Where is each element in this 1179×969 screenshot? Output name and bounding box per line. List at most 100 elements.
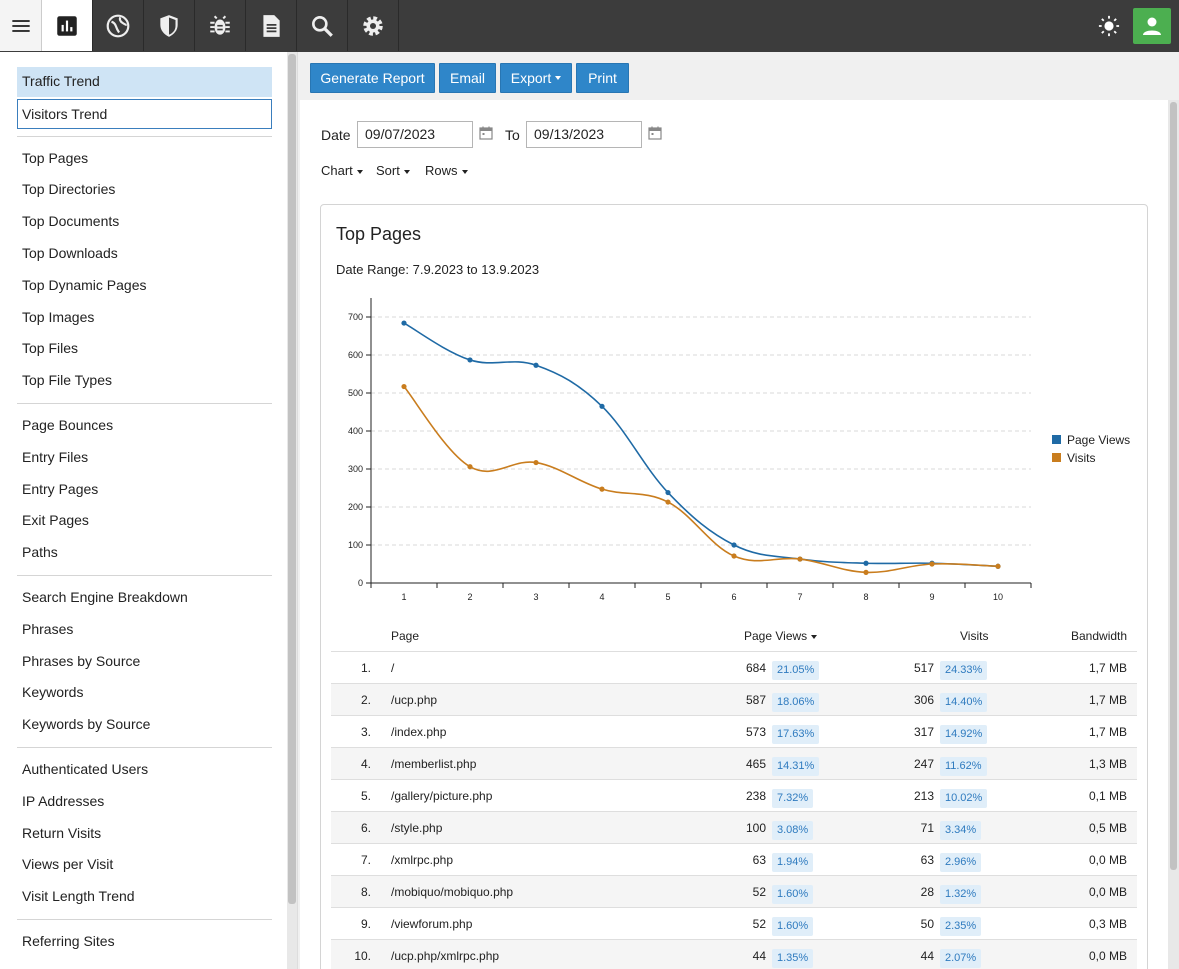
sidebar-item[interactable]: Views per Visit [22, 856, 114, 872]
column-header-visits[interactable]: Visits [960, 629, 989, 643]
calendar-icon[interactable] [648, 126, 662, 140]
sidebar-item[interactable]: Paths [22, 544, 58, 560]
x-tick-label: 3 [533, 592, 538, 602]
main-scrollbar-thumb[interactable] [1170, 102, 1177, 870]
sidebar-item[interactable]: Entry Files [22, 449, 89, 465]
table-row[interactable]: 5. /gallery/picture.php 238 7.32% 213 10.02% 0… [331, 779, 1137, 811]
generate-report-button[interactable]: Generate Report [310, 63, 435, 93]
sidebar-item[interactable]: Keywords by Source [22, 716, 151, 732]
user-icon[interactable] [1133, 8, 1171, 44]
toolbar: Generate Report Email Export Print [298, 52, 1179, 100]
chart-icon[interactable] [42, 0, 93, 51]
data-point [665, 489, 671, 496]
sidebar-item[interactable]: IP Addresses [22, 793, 105, 809]
chart-dropdown[interactable]: Chart [321, 163, 363, 178]
row-visits-percent: 24.33% [940, 661, 988, 680]
table-row[interactable]: 8. /mobiquo/mobiquo.php 52 1.60% 28 1.32% 0,0 … [331, 875, 1137, 907]
table-row[interactable]: 7. /xmlrpc.php 63 1.94% 63 2.96% 0,0 MB [331, 843, 1137, 875]
shield-icon[interactable] [144, 0, 195, 51]
sidebar-item[interactable]: Search Engine Breakdown [22, 589, 188, 605]
row-visits: 71 [920, 821, 934, 835]
line-chart: 0 100 200 300 400 500 600 700 1 2 3 4 5 6 7 8 9 10 Page Vi… [348, 298, 1130, 602]
table-row[interactable]: 3. /index.php 573 17.63% 317 14.92% 1,7 MB [331, 715, 1137, 747]
row-page-views-percent: 1.60% [772, 917, 814, 936]
row-number: 5. [360, 789, 371, 803]
export-button-label: Export [510, 70, 552, 86]
row-page-views-percent: 7.32% [772, 789, 814, 808]
row-bandwidth: 1,7 MB [1088, 693, 1127, 707]
sidebar-divider [17, 136, 272, 137]
row-visits: 28 [920, 885, 934, 899]
row-bandwidth: 1,7 MB [1088, 661, 1127, 675]
to-label: To [505, 127, 520, 143]
row-number: 8. [360, 885, 371, 899]
sidebar-item[interactable]: Top Images [22, 309, 95, 325]
row-page-views: 52 [752, 917, 766, 931]
row-page-views: 573 [745, 725, 766, 739]
sidebar-item[interactable]: Top Directories [22, 181, 116, 197]
sidebar-item[interactable]: Keywords [22, 684, 84, 700]
gear-icon[interactable] [348, 0, 399, 51]
menu-icon[interactable] [0, 0, 42, 51]
sidebar-item[interactable]: Page Bounces [22, 417, 114, 433]
table-row[interactable]: 9. /viewforum.php 52 1.60% 50 2.35% 0,3 MB [331, 907, 1137, 939]
sidebar-item[interactable]: Top Dynamic Pages [22, 277, 147, 293]
sidebar-item[interactable]: Top File Types [22, 372, 113, 388]
globe-icon[interactable] [93, 0, 144, 51]
document-icon[interactable] [246, 0, 297, 51]
sidebar-item[interactable]: Return Visits [22, 825, 102, 841]
x-tick-label: 8 [863, 592, 868, 602]
column-header-page[interactable]: Page [391, 629, 420, 643]
row-bandwidth: 1,3 MB [1088, 757, 1127, 771]
sort-dropdown[interactable]: Sort [376, 163, 410, 178]
row-visits-percent: 2.35% [940, 917, 982, 936]
data-point [863, 560, 869, 566]
table-row[interactable]: 10. /ucp.php/xmlrpc.php 44 1.35% 44 2.07% 0,0 … [331, 939, 1137, 969]
row-page-views-percent: 14.31% [772, 757, 820, 776]
column-header-page-views[interactable]: Page Views [744, 629, 818, 643]
data-point [467, 464, 473, 470]
data-point [401, 383, 407, 390]
sidebar-item[interactable]: Top Pages [22, 150, 89, 166]
sidebar-item[interactable]: Top Downloads [22, 245, 118, 261]
table-row[interactable]: 6. /style.php 100 3.08% 71 3.34% 0,5 MB [331, 811, 1137, 843]
date-to-input[interactable]: 09/13/2023 [526, 121, 642, 148]
table-row[interactable]: 2. /ucp.php 587 18.06% 306 14.40% 1,7 MB [331, 683, 1137, 715]
print-button[interactable]: Print [576, 63, 629, 93]
row-page-views-percent: 21.05% [772, 661, 820, 680]
search-icon[interactable] [297, 0, 348, 51]
bug-icon[interactable] [195, 0, 246, 51]
data-point [863, 569, 869, 575]
email-button[interactable]: Email [439, 63, 496, 93]
sidebar-item-visitors-trend[interactable]: Visitors Trend [17, 99, 272, 129]
date-from-input[interactable]: 09/07/2023 [357, 121, 473, 148]
row-page: / [391, 661, 395, 675]
sun-icon[interactable] [1087, 0, 1131, 52]
y-tick-label: 300 [348, 464, 363, 474]
sidebar-item[interactable]: Phrases [22, 621, 74, 637]
table-row[interactable]: 4. /memberlist.php 465 14.31% 247 11.62% 1,3 M… [331, 747, 1137, 779]
export-button[interactable]: Export [500, 63, 572, 93]
sidebar-scrollbar-thumb[interactable] [288, 54, 296, 904]
column-header-bandwidth[interactable]: Bandwidth [1071, 629, 1128, 643]
sidebar-item[interactable]: Visit Length Trend [22, 888, 135, 904]
sidebar-item-traffic-trend[interactable]: Traffic Trend [17, 67, 272, 97]
x-tick-label: 10 [993, 592, 1003, 602]
data-point [401, 320, 407, 326]
chevron-down-icon [403, 169, 410, 174]
chevron-down-icon [461, 169, 468, 174]
row-visits-percent: 2.96% [940, 853, 982, 872]
sidebar-item[interactable]: Exit Pages [22, 512, 89, 528]
table-row[interactable]: 1. / 684 21.05% 517 24.33% 1,7 MB [331, 651, 1137, 683]
calendar-icon[interactable] [479, 126, 493, 140]
row-visits-percent: 2.07% [940, 949, 982, 968]
sidebar-item[interactable]: Top Files [22, 340, 79, 356]
legend-label: Page Views [1067, 433, 1130, 447]
sidebar-item[interactable]: Entry Pages [22, 481, 99, 497]
sidebar-item[interactable]: Phrases by Source [22, 653, 141, 669]
row-page: /mobiquo/mobiquo.php [391, 885, 514, 899]
sidebar-item[interactable]: Top Documents [22, 213, 120, 229]
sidebar-item[interactable]: Authenticated Users [22, 761, 149, 777]
sidebar-item[interactable]: Referring Sites [22, 933, 115, 949]
rows-dropdown[interactable]: Rows [425, 163, 468, 178]
